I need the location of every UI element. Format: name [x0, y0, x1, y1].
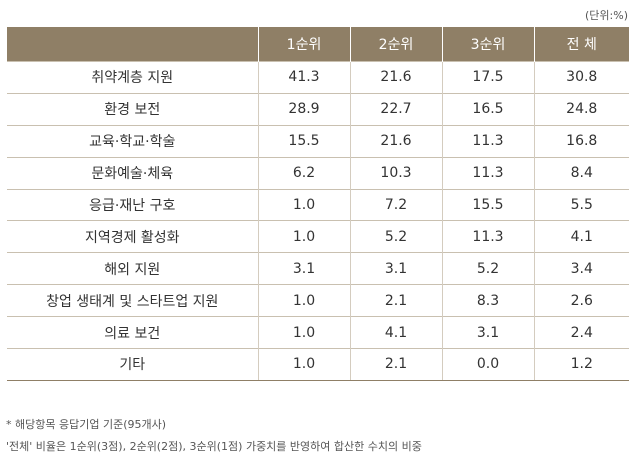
cell-rank-1: 1.0	[257, 188, 350, 221]
header-rank-3: 3순위	[441, 27, 534, 62]
row-label: 응급·재난 구호	[7, 188, 258, 221]
cell-rank-1: 1.0	[257, 348, 350, 381]
cell-rank-3: 11.3	[441, 220, 534, 253]
cell-rank-2: 2.1	[349, 284, 442, 317]
row-label: 환경 보전	[7, 92, 258, 126]
row-label: 문화예술·체육	[7, 156, 258, 190]
table-header-row: 1순위 2순위 3순위 전 체	[7, 27, 629, 62]
cell-rank-3: 3.1	[441, 316, 534, 349]
cell-total: 5.5	[533, 188, 629, 221]
table-row: 지역경제 활성화 1.0 5.2 11.3 4.1	[7, 220, 629, 253]
cell-rank-3: 5.2	[441, 252, 534, 285]
row-label: 교육·학교·학술	[7, 124, 258, 158]
table-row: 취약계층 지원 41.3 21.6 17.5 30.8	[7, 61, 629, 94]
cell-total: 30.8	[533, 61, 629, 94]
cell-rank-1: 1.0	[257, 316, 350, 349]
cell-rank-2: 4.1	[349, 316, 442, 349]
unit-label: (단위:%)	[585, 9, 628, 22]
header-category	[7, 27, 258, 62]
row-label: 창업 생태계 및 스타트업 지원	[7, 284, 258, 317]
footnotes: * 해당항목 응답기업 기준(95개사) '전체' 비율은 1순위(3점), 2…	[6, 414, 422, 458]
cell-rank-2: 21.6	[349, 124, 442, 158]
cell-rank-3: 8.3	[441, 284, 534, 317]
cell-rank-2: 21.6	[349, 61, 442, 94]
row-label: 기타	[7, 348, 258, 381]
cell-rank-2: 10.3	[349, 156, 442, 190]
cell-rank-3: 11.3	[441, 124, 534, 158]
table-row: 기타 1.0 2.1 0.0 1.2	[7, 348, 629, 381]
cell-rank-1: 41.3	[257, 61, 350, 94]
cell-rank-1: 3.1	[257, 252, 350, 285]
cell-rank-3: 16.5	[441, 92, 534, 126]
cell-total: 24.8	[533, 92, 629, 126]
cell-total: 4.1	[533, 220, 629, 253]
cell-rank-3: 11.3	[441, 156, 534, 190]
cell-rank-3: 17.5	[441, 61, 534, 94]
cell-total: 1.2	[533, 348, 629, 381]
table-row: 교육·학교·학술 15.5 21.6 11.3 16.8	[7, 124, 629, 158]
table-row: 해외 지원 3.1 3.1 5.2 3.4	[7, 252, 629, 285]
row-label: 해외 지원	[7, 252, 258, 285]
cell-rank-1: 28.9	[257, 92, 350, 126]
cell-rank-1: 6.2	[257, 156, 350, 190]
table-row: 환경 보전 28.9 22.7 16.5 24.8	[7, 92, 629, 126]
cell-rank-2: 22.7	[349, 92, 442, 126]
cell-rank-3: 15.5	[441, 188, 534, 221]
header-rank-2: 2순위	[349, 27, 442, 62]
cell-total: 8.4	[533, 156, 629, 190]
row-label: 취약계층 지원	[7, 61, 258, 94]
cell-rank-1: 15.5	[257, 124, 350, 158]
table-row: 의료 보건 1.0 4.1 3.1 2.4	[7, 316, 629, 349]
cell-rank-2: 5.2	[349, 220, 442, 253]
row-label: 의료 보건	[7, 316, 258, 349]
cell-total: 3.4	[533, 252, 629, 285]
cell-total: 2.6	[533, 284, 629, 317]
table-row: 응급·재난 구호 1.0 7.2 15.5 5.5	[7, 188, 629, 221]
cell-rank-2: 7.2	[349, 188, 442, 221]
row-label: 지역경제 활성화	[7, 220, 258, 253]
cell-rank-2: 3.1	[349, 252, 442, 285]
header-total: 전 체	[533, 27, 629, 62]
cell-total: 16.8	[533, 124, 629, 158]
cell-total: 2.4	[533, 316, 629, 349]
table-row: 창업 생태계 및 스타트업 지원 1.0 2.1 8.3 2.6	[7, 284, 629, 317]
cell-rank-1: 1.0	[257, 284, 350, 317]
header-rank-1: 1순위	[257, 27, 350, 62]
data-table: 1순위 2순위 3순위 전 체 취약계층 지원 41.3 21.6 17.5 3…	[7, 27, 629, 381]
cell-rank-2: 2.1	[349, 348, 442, 381]
cell-rank-3: 0.0	[441, 348, 534, 381]
cell-rank-1: 1.0	[257, 220, 350, 253]
footnote-base: * 해당항목 응답기업 기준(95개사)	[6, 418, 167, 431]
footnote-weighting: '전체' 비율은 1순위(3점), 2순위(2점), 3순위(1점) 가중치를 …	[6, 440, 422, 453]
table-row: 문화예술·체육 6.2 10.3 11.3 8.4	[7, 156, 629, 190]
